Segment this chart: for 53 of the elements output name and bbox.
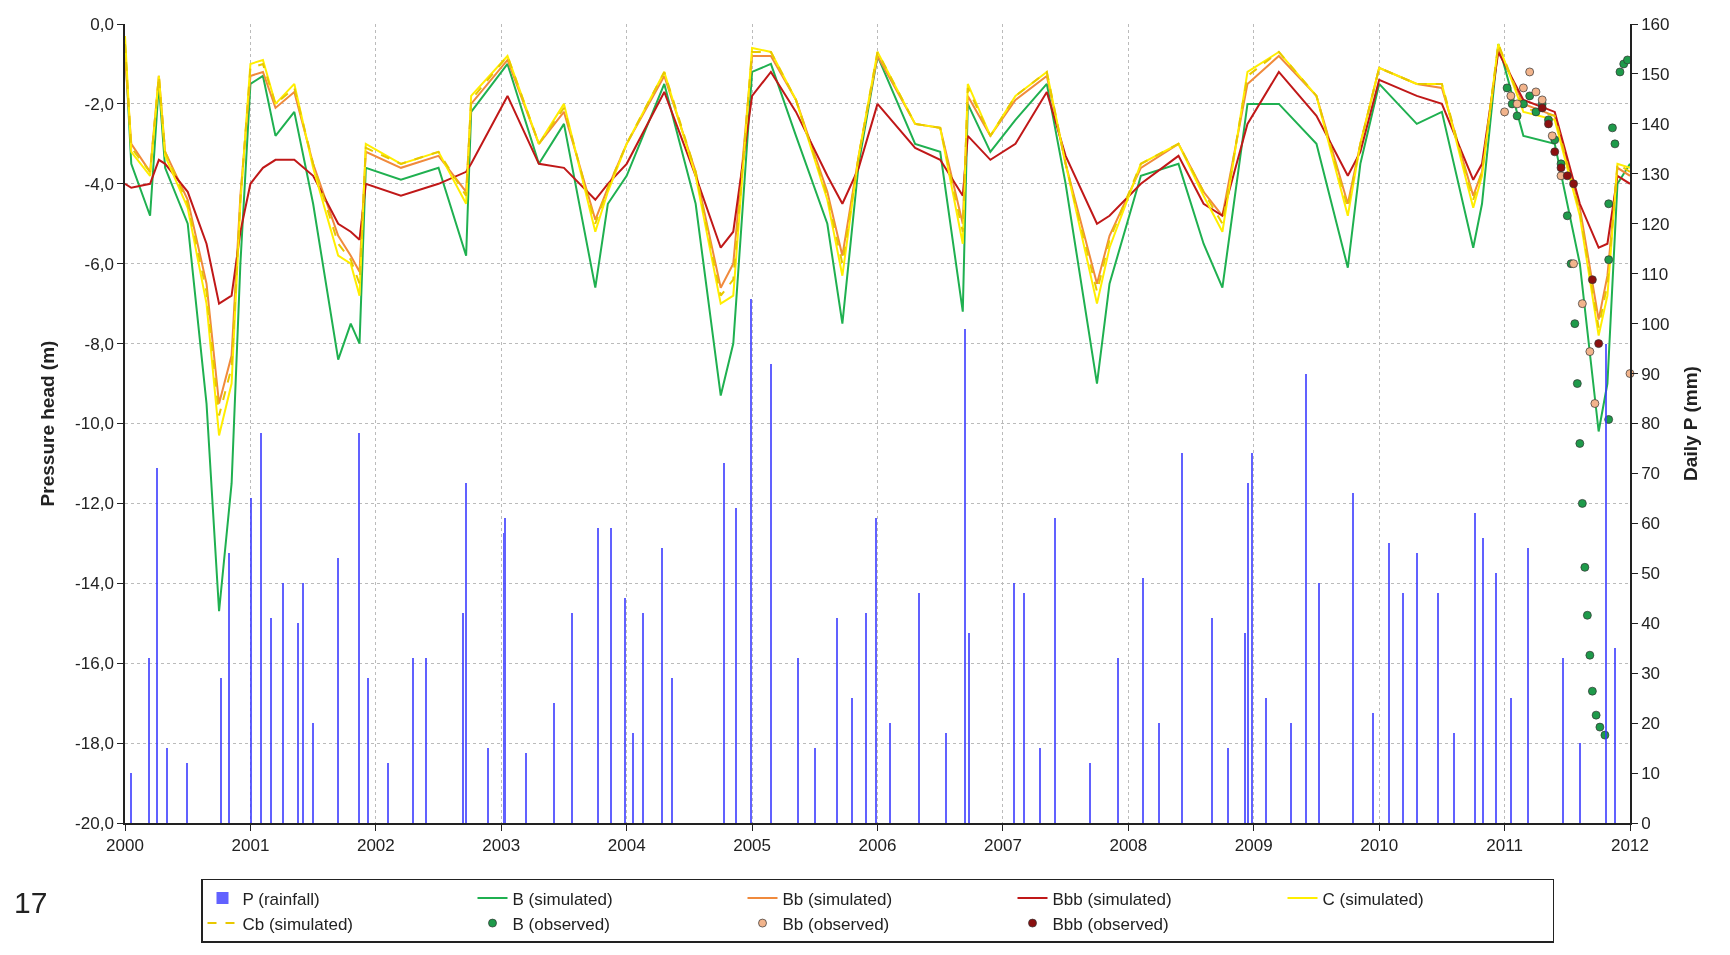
x-tick-label: 2009 — [1234, 836, 1273, 856]
y2-tick-label: 30 — [1641, 664, 1661, 684]
y2-tick-label: 10 — [1641, 764, 1661, 784]
y2-tick-label: 50 — [1641, 564, 1661, 584]
y2-tick-label: 40 — [1641, 614, 1661, 634]
legend-label: P (rainfall) — [242, 889, 320, 909]
legend-label: Bbb (observed) — [1052, 914, 1169, 934]
x-tick-label: 2008 — [1109, 836, 1148, 856]
y2-tick-label: 150 — [1641, 64, 1670, 84]
x-tick-label: 2005 — [733, 836, 771, 856]
legend-label: Cb (simulated) — [242, 914, 354, 934]
legend-label: Bb (simulated) — [782, 889, 893, 909]
y2-tick-label: 20 — [1641, 714, 1661, 734]
x-tick-label: 2003 — [482, 836, 521, 856]
y2-axis-title: Daily P (mm) — [1679, 366, 1701, 481]
x-tick-label: 2011 — [1486, 836, 1523, 856]
y-axis-title: Pressure head (m) — [37, 340, 59, 507]
y2-tick-label: 110 — [1641, 264, 1669, 284]
y2-tick-label: 80 — [1641, 414, 1661, 434]
y2-tick-label: 60 — [1641, 514, 1661, 534]
x-tick-label: 2001 — [231, 836, 270, 856]
y-tick-label: 0,0 — [90, 14, 114, 34]
y2-tick-label: 100 — [1641, 314, 1670, 334]
x-tick-label: 2002 — [356, 836, 395, 856]
legend-label: B (simulated) — [512, 889, 613, 909]
y-tick-label: -8,0 — [84, 334, 114, 354]
y2-tick-label: 0 — [1641, 813, 1651, 833]
x-tick-label: 2004 — [607, 836, 646, 856]
legend-label: Bb (observed) — [782, 914, 890, 934]
y2-tick-label: 120 — [1641, 214, 1670, 234]
y-tick-label: -18,0 — [75, 734, 114, 754]
x-tick-label: 2000 — [106, 836, 144, 856]
y-tick-label: -20,0 — [75, 813, 114, 833]
y2-tick-label: 90 — [1641, 364, 1661, 384]
y-tick-label: -12,0 — [75, 494, 114, 514]
y2-tick-label: 130 — [1641, 164, 1670, 184]
x-tick-label: 2012 — [1611, 836, 1649, 856]
legend-label: C (simulated) — [1322, 889, 1424, 909]
y-tick-label: -14,0 — [75, 574, 114, 594]
legend-label: B (observed) — [512, 914, 610, 934]
y-tick-label: -16,0 — [75, 654, 114, 674]
y2-tick-label: 140 — [1641, 114, 1670, 134]
y2-tick-label: 70 — [1641, 464, 1661, 484]
y-tick-label: -4,0 — [84, 174, 114, 194]
x-tick-label: 2006 — [858, 836, 897, 856]
y-tick-label: -2,0 — [84, 94, 114, 114]
legend-label: Bbb (simulated) — [1052, 889, 1172, 909]
y-tick-label: -6,0 — [84, 254, 114, 274]
x-tick-label: 2007 — [984, 836, 1022, 856]
y2-tick-label: 160 — [1641, 14, 1670, 34]
text: 17 — [14, 886, 48, 919]
x-tick-label: 2010 — [1360, 836, 1399, 856]
y-tick-label: -10,0 — [75, 414, 114, 434]
